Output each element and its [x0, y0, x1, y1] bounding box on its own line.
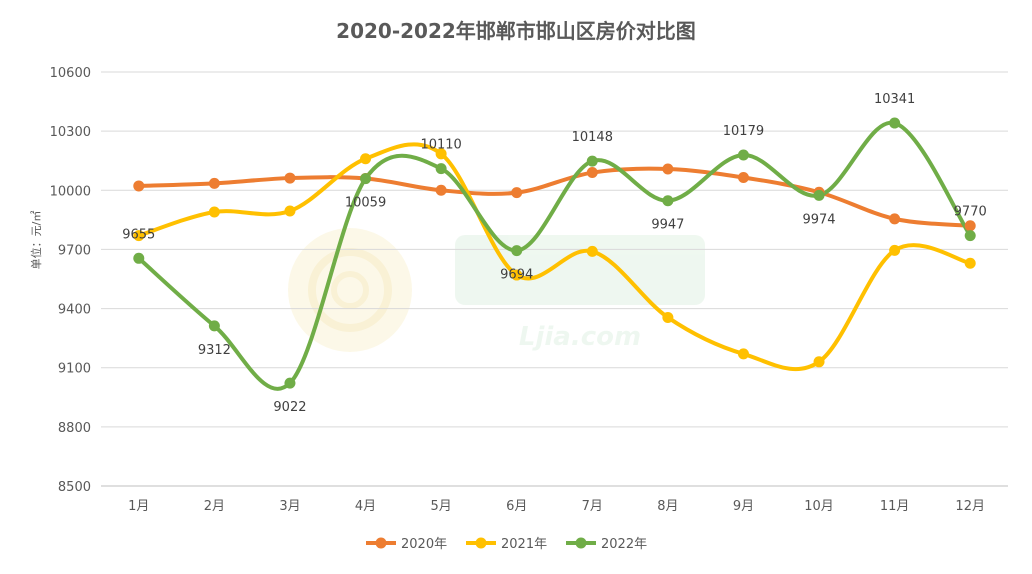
data-label: 9770	[954, 205, 987, 220]
data-point	[511, 245, 523, 257]
data-point	[813, 189, 825, 201]
x-tick-label: 2月	[204, 499, 225, 514]
x-tick-label: 6月	[506, 499, 527, 514]
y-tick-labels: 8500 8800 9100 9400 9700 10000 10300 10600	[50, 66, 91, 495]
data-point	[511, 187, 523, 199]
data-labels: 9655 9312 9022 10059 10110 9694 10148 9947 10179…	[122, 92, 987, 415]
data-point	[133, 180, 145, 192]
y-tick-label: 10000	[50, 184, 91, 199]
legend-marker	[475, 537, 487, 549]
data-point	[208, 206, 220, 218]
legend-label: 2021年	[501, 537, 547, 552]
data-point	[586, 167, 598, 179]
data-point	[889, 244, 901, 256]
data-point	[360, 173, 372, 185]
data-label: 9312	[198, 343, 231, 358]
x-tick-label: 4月	[355, 499, 376, 514]
data-point	[662, 311, 674, 323]
data-point	[284, 205, 296, 217]
x-tick-label: 12月	[955, 499, 985, 514]
data-label: 10148	[572, 130, 613, 145]
data-point	[586, 155, 598, 167]
data-point	[662, 163, 674, 175]
y-tick-label: 8800	[58, 421, 91, 436]
data-point	[133, 230, 145, 242]
data-point	[964, 257, 976, 269]
data-point	[284, 172, 296, 184]
watermark-text: Ljia.com	[519, 322, 641, 352]
y-tick-label: 9700	[58, 243, 91, 258]
series-points	[133, 117, 976, 389]
data-label: 9947	[651, 218, 684, 233]
data-point	[435, 163, 447, 175]
data-label: 9694	[500, 268, 533, 283]
x-tick-label: 10月	[804, 499, 834, 514]
x-tick-label: 9月	[733, 499, 754, 514]
data-point	[511, 269, 523, 281]
data-point	[435, 184, 447, 196]
data-point	[586, 245, 598, 257]
data-point	[737, 149, 749, 161]
chart-title: 2020-2022年邯郸市邯山区房价对比图	[336, 19, 696, 43]
data-label: 9974	[802, 212, 835, 227]
data-point	[435, 148, 447, 160]
x-tick-label: 1月	[128, 499, 149, 514]
data-label: 9022	[273, 400, 306, 415]
legend-label: 2022年	[601, 537, 647, 552]
x-tick-label: 5月	[430, 499, 451, 514]
y-tick-label: 10600	[50, 66, 91, 81]
data-label: 9655	[122, 227, 155, 242]
legend-marker	[375, 537, 387, 549]
data-label: 10341	[874, 92, 915, 107]
x-tick-labels: 1月 2月 3月 4月 5月 6月 7月 8月 9月 10月 11月 12月	[128, 499, 985, 514]
data-point	[133, 252, 145, 264]
data-point	[813, 356, 825, 368]
y-tick-label: 8500	[58, 480, 91, 495]
y-tick-label: 10300	[50, 125, 91, 140]
legend-label: 2020年	[401, 537, 447, 552]
y-tick-label: 9400	[58, 303, 91, 318]
legend-marker	[575, 537, 587, 549]
data-label: 10110	[420, 138, 461, 153]
data-point	[964, 230, 976, 242]
y-tick-label: 9100	[58, 362, 91, 377]
data-point	[964, 220, 976, 232]
x-tick-label: 8月	[657, 499, 678, 514]
legend: 2020年 2021年 2022年	[366, 537, 647, 552]
data-point	[889, 117, 901, 129]
data-point	[284, 377, 296, 389]
data-point	[737, 348, 749, 360]
series-line-1	[136, 166, 973, 228]
data-point	[889, 213, 901, 225]
data-label: 10179	[723, 124, 764, 139]
data-point	[662, 195, 674, 207]
data-point	[208, 177, 220, 189]
data-label: 10059	[345, 196, 386, 211]
data-point	[737, 171, 749, 183]
x-tick-label: 3月	[279, 499, 300, 514]
x-tick-label: 11月	[880, 499, 910, 514]
data-point	[208, 320, 220, 332]
data-point	[360, 153, 372, 165]
y-axis-label: 单位：元/㎡	[29, 211, 43, 270]
x-tick-label: 7月	[582, 499, 603, 514]
